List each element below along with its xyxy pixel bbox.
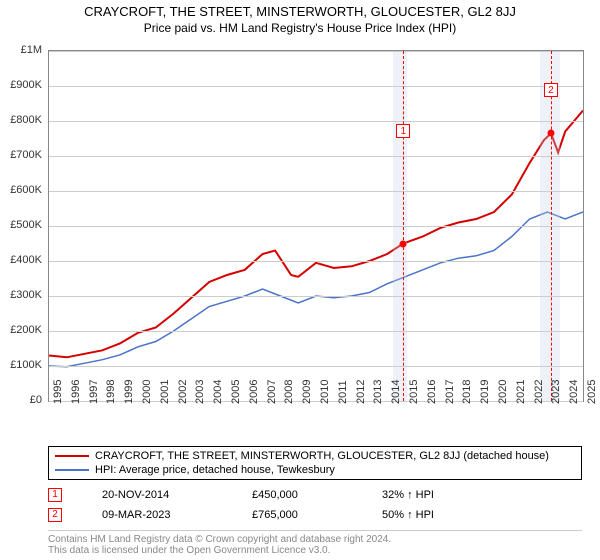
legend-item: HPI: Average price, detached house, Tewk… — [55, 463, 575, 477]
transaction-row: 2 09-MAR-2023 £765,000 50% ↑ HPI — [48, 508, 582, 522]
transaction-marker: 1 — [48, 488, 62, 502]
marker-dot — [547, 130, 554, 137]
transaction-price: £450,000 — [252, 489, 342, 501]
marker-line — [551, 51, 552, 401]
transaction-price: £765,000 — [252, 509, 342, 521]
footer: Contains HM Land Registry data © Crown c… — [48, 530, 582, 556]
transaction-delta: 50% ↑ HPI — [382, 509, 434, 521]
y-tick-label: £200K — [0, 324, 42, 336]
y-tick-label: £400K — [0, 254, 42, 266]
marker-line — [403, 51, 404, 401]
y-tick-label: £1M — [0, 44, 42, 56]
y-tick-label: £700K — [0, 149, 42, 161]
series-hpi — [49, 212, 583, 367]
footer-line: Contains HM Land Registry data © Crown c… — [48, 534, 582, 545]
highlight-band — [393, 51, 407, 401]
marker-label: 2 — [544, 83, 558, 97]
legend-swatch — [55, 469, 89, 471]
legend-box: CRAYCROFT, THE STREET, MINSTERWORTH, GLO… — [48, 446, 582, 480]
y-tick-label: £800K — [0, 114, 42, 126]
y-tick-label: £600K — [0, 184, 42, 196]
transaction-delta: 32% ↑ HPI — [382, 489, 434, 501]
legend-label: HPI: Average price, detached house, Tewk… — [95, 464, 335, 476]
y-tick-label: £900K — [0, 79, 42, 91]
x-tick-label: 2025 — [586, 380, 600, 404]
series-price — [49, 111, 583, 358]
chart-subtitle: Price paid vs. HM Land Registry's House … — [0, 19, 600, 35]
legend-label: CRAYCROFT, THE STREET, MINSTERWORTH, GLO… — [95, 450, 549, 462]
marker-dot — [400, 240, 407, 247]
transaction-date: 20-NOV-2014 — [102, 489, 212, 501]
legend-item: CRAYCROFT, THE STREET, MINSTERWORTH, GLO… — [55, 449, 575, 463]
chart-title: CRAYCROFT, THE STREET, MINSTERWORTH, GLO… — [0, 0, 600, 19]
y-tick-label: £100K — [0, 359, 42, 371]
transaction-date: 09-MAR-2023 — [102, 509, 212, 521]
y-tick-label: £500K — [0, 219, 42, 231]
y-tick-label: £300K — [0, 289, 42, 301]
footer-line: This data is licensed under the Open Gov… — [48, 545, 582, 556]
transaction-row: 1 20-NOV-2014 £450,000 32% ↑ HPI — [48, 488, 582, 502]
legend-swatch — [55, 455, 89, 457]
chart-plot-area: 12 — [48, 50, 584, 402]
y-tick-label: £0 — [0, 394, 42, 406]
transaction-marker: 2 — [48, 508, 62, 522]
marker-label: 1 — [396, 124, 410, 138]
